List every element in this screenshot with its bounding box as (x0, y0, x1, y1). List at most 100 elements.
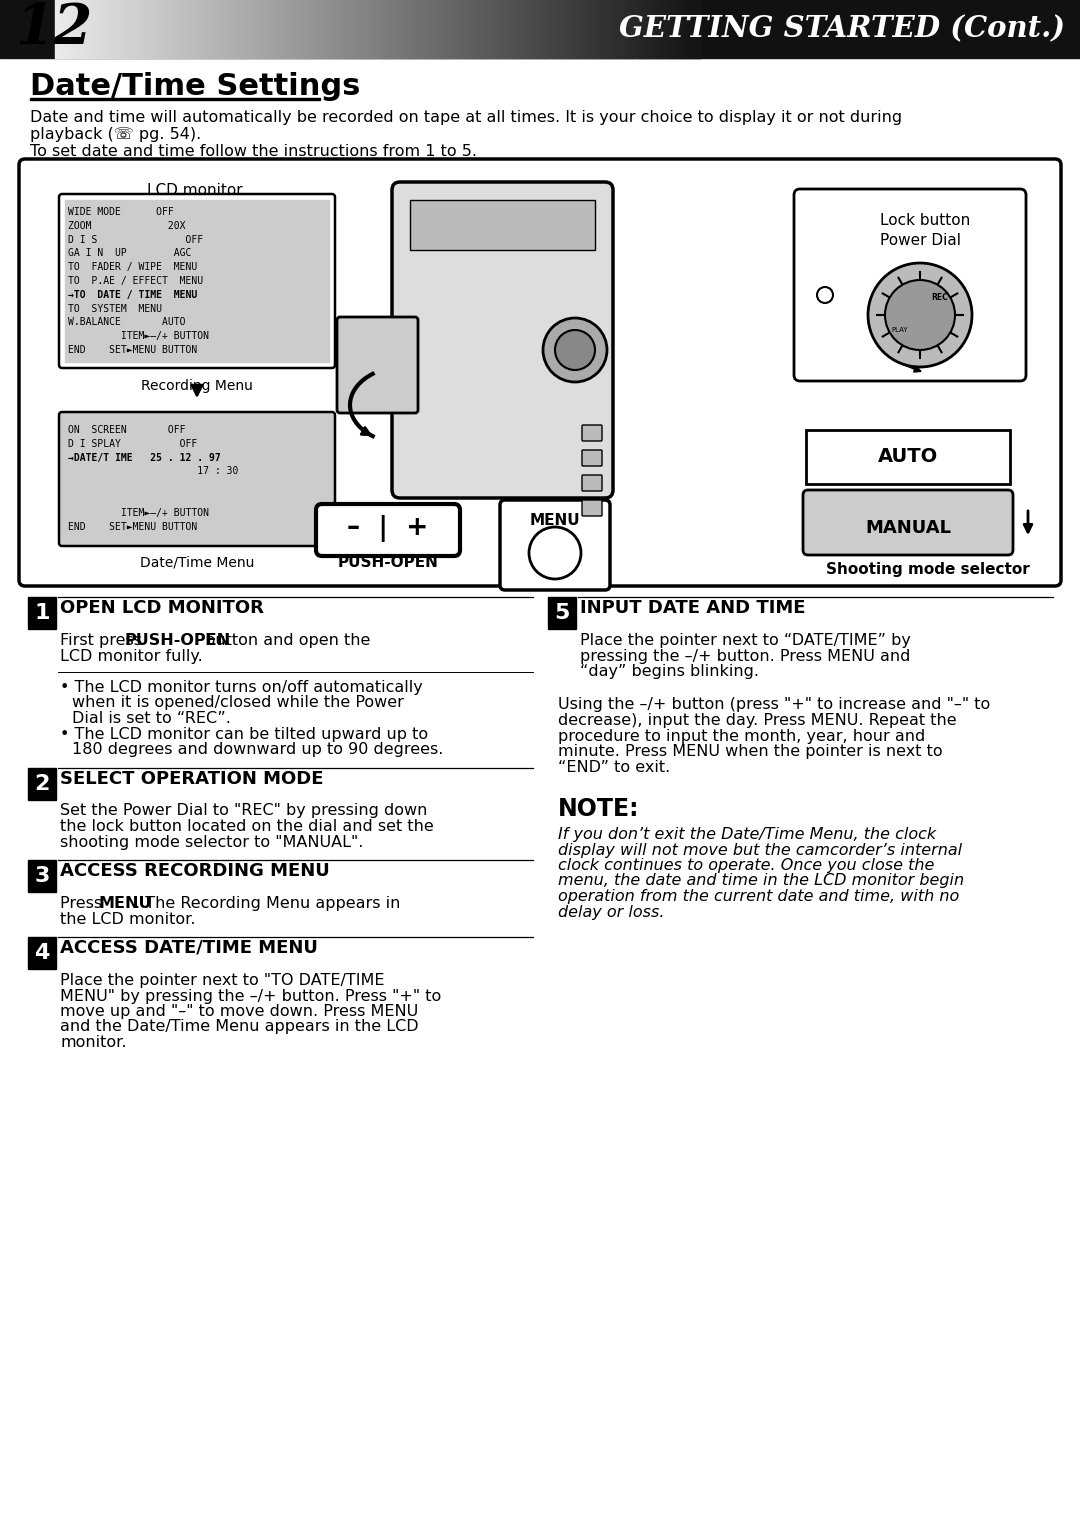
Bar (168, 0, 172, 58)
Bar (266, 0, 269, 58)
Bar (522, 0, 525, 58)
Bar (670, 0, 673, 58)
Bar (582, 0, 585, 58)
Circle shape (885, 281, 955, 350)
Bar (515, 0, 518, 58)
Text: clock continues to operate. Once you close the: clock continues to operate. Once you clo… (558, 858, 934, 872)
Circle shape (868, 264, 972, 366)
Bar (465, 0, 469, 58)
Text: OPEN LCD MONITOR: OPEN LCD MONITOR (60, 599, 264, 616)
Text: and the Date/Time Menu appears in the LCD: and the Date/Time Menu appears in the LC… (60, 1019, 419, 1035)
Text: Shooting mode selector: Shooting mode selector (826, 563, 1030, 576)
Bar (246, 0, 249, 58)
Bar (532, 0, 536, 58)
Bar (561, 0, 564, 58)
Text: Using the –/+ button (press "+" to increase and "–" to: Using the –/+ button (press "+" to incre… (558, 698, 990, 713)
Bar (509, 0, 512, 58)
Bar (207, 0, 211, 58)
Text: MENU: MENU (529, 514, 580, 527)
Bar (197, 0, 200, 58)
Bar (427, 0, 430, 58)
Bar (545, 0, 549, 58)
Text: ITEM►–/+ BUTTON: ITEM►–/+ BUTTON (68, 507, 210, 518)
Bar (229, 0, 232, 58)
Bar (463, 0, 467, 58)
Bar (629, 0, 632, 58)
Bar (244, 0, 247, 58)
Bar (177, 0, 180, 58)
Bar (606, 0, 608, 58)
Bar (150, 0, 152, 58)
Bar (689, 0, 692, 58)
Bar (137, 0, 139, 58)
Bar (573, 0, 577, 58)
Bar (83, 0, 86, 58)
Bar (652, 0, 656, 58)
Bar (96, 0, 99, 58)
Text: PUSH-OPEN: PUSH-OPEN (338, 555, 438, 570)
Bar (279, 0, 282, 58)
Bar (556, 0, 559, 58)
Bar (365, 0, 368, 58)
Bar (526, 0, 529, 58)
Bar (361, 0, 364, 58)
Bar (659, 0, 662, 58)
Bar (105, 0, 108, 58)
Bar (135, 0, 138, 58)
Bar (87, 0, 91, 58)
Bar (403, 0, 406, 58)
Text: 5: 5 (554, 602, 569, 622)
Bar (411, 0, 415, 58)
Bar (698, 0, 701, 58)
FancyBboxPatch shape (804, 491, 1013, 555)
Bar (259, 0, 262, 58)
Text: when it is opened/closed while the Power: when it is opened/closed while the Power (72, 696, 404, 710)
Text: Recording Menu: Recording Menu (141, 379, 253, 392)
Bar (153, 0, 157, 58)
Bar (405, 0, 408, 58)
Bar (158, 0, 161, 58)
Text: LCD monitor fully.: LCD monitor fully. (60, 648, 203, 664)
Bar (569, 0, 572, 58)
Bar (352, 0, 355, 58)
Bar (563, 0, 566, 58)
Bar (576, 0, 579, 58)
Bar (485, 0, 488, 58)
Bar (457, 0, 460, 58)
Bar (622, 0, 625, 58)
Bar (57, 0, 60, 58)
Text: MENU" by pressing the –/+ button. Press "+" to: MENU" by pressing the –/+ button. Press … (60, 989, 442, 1004)
Bar (476, 0, 480, 58)
Bar (111, 0, 114, 58)
Bar (203, 0, 206, 58)
Bar (610, 0, 612, 58)
FancyBboxPatch shape (19, 159, 1061, 586)
Text: 3: 3 (35, 866, 50, 886)
Bar (416, 0, 419, 58)
Bar (148, 0, 150, 58)
Text: ON  SCREEN       OFF: ON SCREEN OFF (68, 425, 186, 435)
Bar (409, 0, 413, 58)
Bar (392, 0, 395, 58)
Bar (270, 0, 273, 58)
Text: Dial is set to “REC”.: Dial is set to “REC”. (72, 711, 231, 727)
Bar (330, 0, 334, 58)
Bar (294, 0, 297, 58)
Bar (691, 0, 694, 58)
Bar (535, 0, 538, 58)
Bar (584, 0, 588, 58)
Text: ACCESS DATE/TIME MENU: ACCESS DATE/TIME MENU (60, 940, 318, 957)
Bar (64, 0, 67, 58)
Bar (337, 0, 340, 58)
Bar (107, 0, 110, 58)
Bar (216, 0, 219, 58)
Bar (350, 0, 353, 58)
Text: “day” begins blinking.: “day” begins blinking. (580, 664, 759, 679)
Bar (186, 0, 189, 58)
Text: ACCESS RECORDING MENU: ACCESS RECORDING MENU (60, 862, 329, 880)
Bar (696, 0, 699, 58)
Circle shape (555, 330, 595, 369)
Bar (429, 0, 432, 58)
Bar (578, 0, 581, 58)
Bar (500, 0, 503, 58)
